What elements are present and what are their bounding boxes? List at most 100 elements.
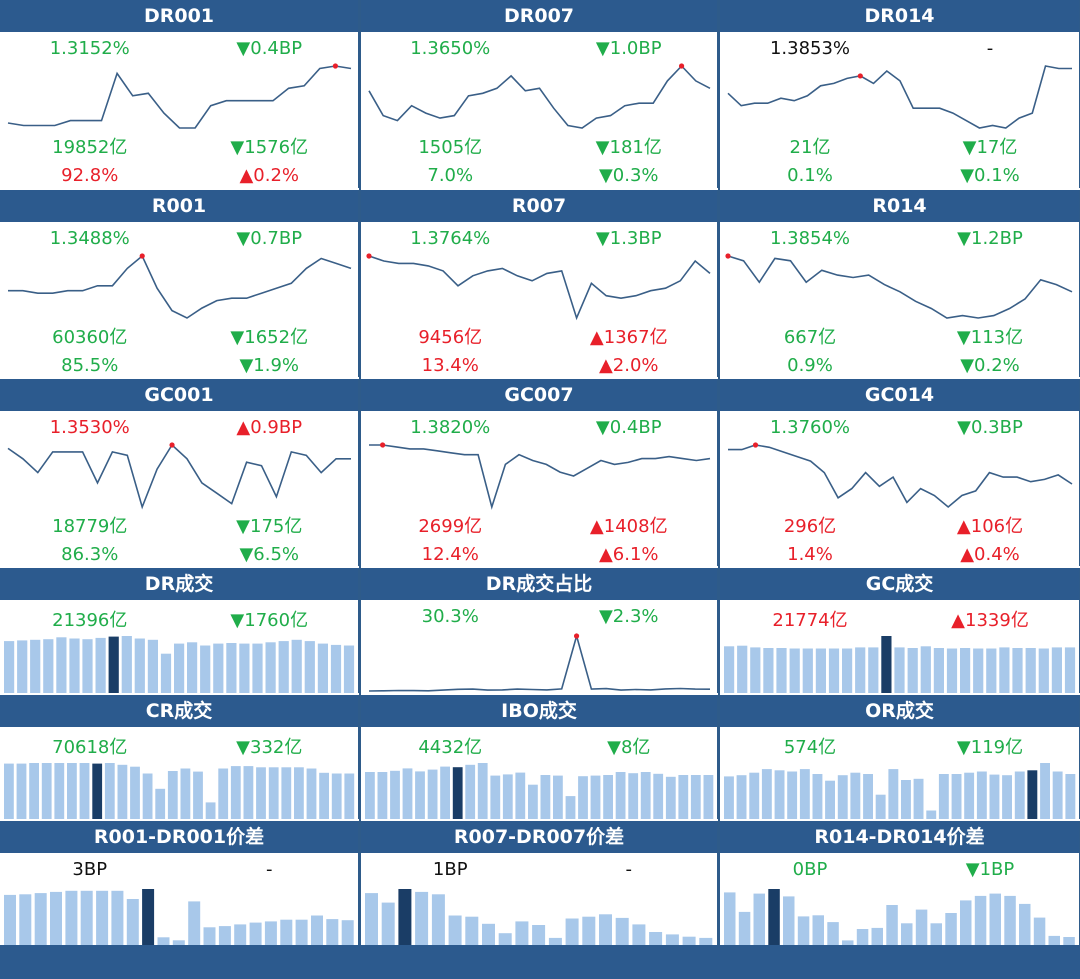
bar [117, 764, 128, 819]
value-label: ▼2.3% [598, 606, 659, 627]
highlight-point [725, 253, 731, 259]
bar [682, 936, 696, 945]
bar [894, 647, 905, 693]
bar [365, 772, 375, 819]
value-label: 0.1% [787, 165, 833, 186]
bar [203, 927, 216, 945]
value-label: 1.4% [787, 544, 833, 565]
bar [130, 766, 140, 819]
panel-CR成交: CR成交 70618亿 ▼332亿 [0, 695, 359, 819]
bar [703, 775, 714, 819]
bar [888, 769, 899, 819]
panel-title: IBO成交 [361, 695, 717, 727]
bar [96, 890, 109, 945]
bar [863, 774, 873, 819]
bar [193, 771, 203, 819]
bar [1063, 937, 1075, 945]
bar [43, 639, 54, 693]
panel-title: DR007 [361, 0, 717, 32]
bar [632, 924, 646, 945]
value-label: ▼1.2BP [957, 228, 1023, 249]
value-label: 1.3488% [49, 228, 130, 249]
bar-chart [4, 763, 355, 819]
bar [763, 648, 774, 693]
highlight-point [678, 63, 685, 69]
panel-title: GC007 [361, 379, 717, 411]
line-chart [7, 442, 351, 510]
bar [815, 648, 826, 693]
value-label: 21774亿 [772, 610, 848, 631]
value-label: 18779亿 [52, 516, 128, 537]
bar [155, 788, 166, 819]
bar [440, 766, 450, 819]
bar [828, 648, 840, 693]
bar [825, 780, 835, 819]
panel-R007-DR007价差: R007-DR007价差 1BP - [361, 821, 718, 945]
bar [239, 643, 250, 693]
bar [842, 648, 853, 693]
bar [1014, 771, 1025, 819]
panel-DR成交占比: DR成交占比 30.3% ▼2.3% [361, 568, 718, 693]
bar [915, 909, 928, 945]
value-label: 0.9% [787, 355, 833, 376]
value-label: ▼1760亿 [230, 610, 309, 631]
bar [167, 771, 178, 819]
bar [317, 643, 328, 693]
bar [126, 899, 139, 945]
bar [737, 645, 748, 693]
bar [30, 639, 41, 693]
bar [736, 775, 747, 819]
bar [812, 915, 824, 945]
bar [837, 775, 848, 819]
value-label: ▼6.5% [239, 544, 300, 565]
bar [80, 890, 93, 945]
bar [628, 773, 639, 819]
column-divider [359, 0, 361, 945]
value-label: ▼1576亿 [230, 137, 309, 158]
bar [268, 767, 279, 819]
bar [230, 766, 241, 819]
bar-chart [724, 636, 1076, 693]
bar [761, 769, 772, 819]
panel-title: R014-DR014价差 [720, 821, 1079, 853]
bar [690, 775, 701, 819]
value-label: ▲106亿 [956, 516, 1024, 537]
bar [172, 940, 185, 945]
bar [502, 774, 513, 819]
highlight-point [366, 253, 372, 259]
bar [29, 763, 39, 819]
bar [402, 768, 413, 819]
value-label: 3BP [72, 859, 108, 880]
bar [797, 916, 810, 945]
bar [54, 763, 65, 819]
value-label: 21亿 [789, 137, 831, 158]
panel-GC成交: GC成交 21774亿 ▲1339亿 [720, 568, 1080, 693]
value-label: 574亿 [783, 737, 837, 758]
bar [750, 647, 761, 693]
bar [787, 771, 798, 819]
series-line [727, 65, 1072, 129]
panel-title: R007 [361, 190, 717, 222]
bar [330, 644, 342, 693]
bar [1038, 648, 1049, 693]
bar [976, 771, 987, 819]
panel-GC001: GC001 1.3530% ▲0.9BP 18779亿 ▼175亿 86.3% ▼6.5% [0, 379, 359, 566]
bar [95, 637, 106, 693]
bar [783, 896, 795, 945]
panel-title: GC014 [720, 379, 1079, 411]
bar [776, 648, 787, 693]
bar [724, 646, 735, 693]
bar [157, 937, 170, 945]
bar [134, 638, 145, 693]
bar-highlight [92, 763, 103, 819]
bar [142, 773, 153, 819]
value-label: ▼0.2% [960, 355, 1020, 376]
bar [989, 893, 1001, 945]
value-label: ▲0.9BP [236, 417, 303, 438]
panel-title: CR成交 [0, 695, 358, 727]
value-label: 13.4% [421, 355, 479, 376]
bar [615, 772, 626, 819]
highlight-point [752, 442, 759, 448]
value-label: 2699亿 [418, 516, 483, 537]
bar [147, 639, 158, 693]
